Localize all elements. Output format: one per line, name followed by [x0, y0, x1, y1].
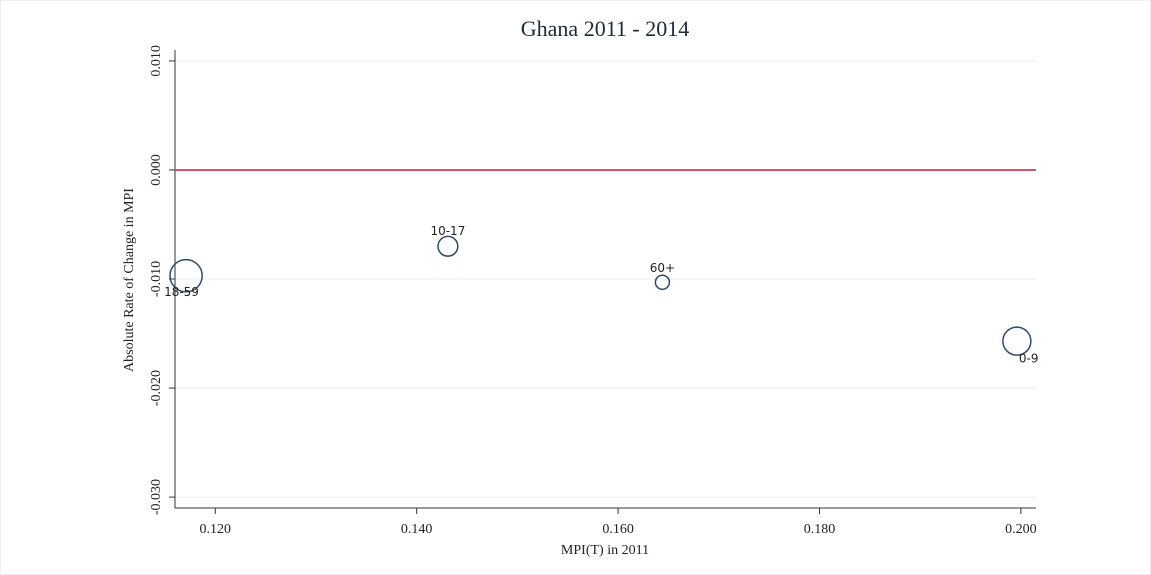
- point-label: 60+: [650, 261, 675, 275]
- y-tick-label: -0.010: [149, 261, 164, 297]
- chart-title: Ghana 2011 - 2014: [521, 16, 689, 41]
- bubble: [1002, 326, 1032, 356]
- point-label: 18-59: [164, 285, 199, 299]
- x-tick-label: 0.180: [804, 522, 836, 537]
- bubble: [169, 258, 203, 293]
- x-axis-title: MPI(T) in 2011: [561, 543, 649, 558]
- point-label: 10-17: [430, 224, 465, 238]
- y-tick-label: 0.000: [149, 154, 164, 186]
- y-axis-title: Absolute Rate of Change in MPI: [122, 188, 137, 372]
- y-tick-label: -0.020: [149, 370, 164, 406]
- point-label: 0-9: [1019, 352, 1039, 366]
- y-tick-label: -0.030: [149, 479, 164, 515]
- x-tick-label: 0.200: [1005, 522, 1037, 537]
- x-tick-label: 0.120: [200, 522, 232, 537]
- x-tick-label: 0.140: [401, 522, 433, 537]
- bubble: [654, 274, 671, 291]
- bubble: [437, 235, 459, 257]
- y-tick-label: 0.010: [149, 45, 164, 77]
- x-tick-label: 0.160: [602, 522, 634, 537]
